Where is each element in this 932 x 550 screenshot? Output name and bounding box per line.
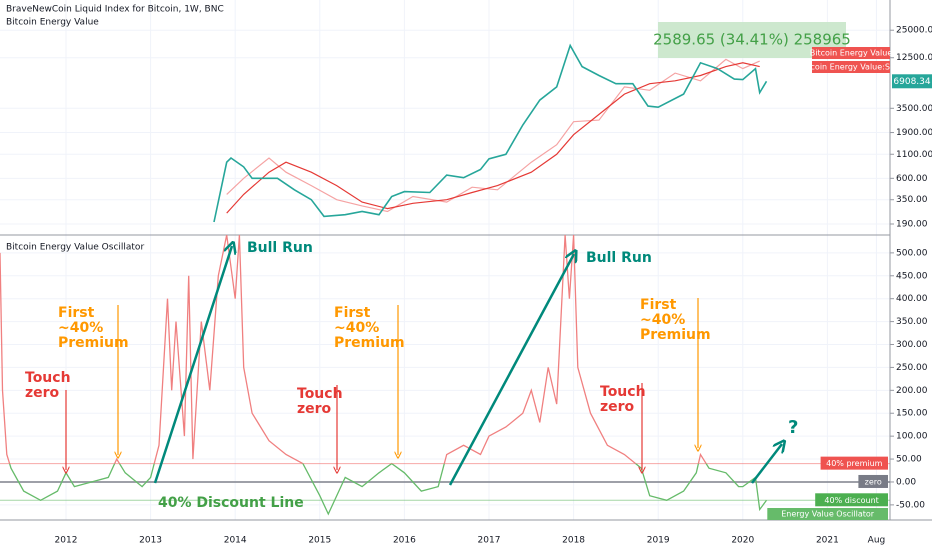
annotation: Bull Run: [247, 240, 313, 256]
series-line: [226, 58, 760, 213]
annotation: Premium: [58, 335, 129, 351]
y-tick-label: 150.00: [896, 409, 928, 419]
arrow: [448, 254, 574, 486]
legend-label-box: [767, 508, 888, 520]
annotation: Bull Run: [586, 250, 652, 266]
panel-title: Bitcoin Energy Value Oscillator: [6, 243, 144, 253]
y-tick-label: 350.00: [896, 195, 928, 205]
y-tick-label: 500.00: [896, 248, 928, 258]
measure-label: 2589.65 (34.41%) 258965: [653, 31, 851, 49]
arrow: [153, 246, 232, 484]
x-tick-label: 2018: [562, 536, 585, 546]
last-value-box: [892, 74, 932, 89]
y-tick-label: 12500.00: [896, 53, 932, 63]
y-tick-label: 600.00: [896, 174, 928, 184]
legend-label-box: [812, 47, 890, 59]
y-tick-label: 350.00: [896, 317, 928, 327]
annotation: ~40%: [58, 320, 103, 336]
x-tick-label: 2013: [139, 536, 162, 546]
hline-label: 40% discount: [824, 496, 878, 505]
y-tick-label: 300.00: [896, 340, 928, 350]
annotation: Touch: [297, 386, 343, 402]
y-tick-label: 450.00: [896, 271, 928, 281]
annotation: Touch: [600, 384, 646, 400]
series-line: [213, 43, 768, 223]
annotation: zero: [297, 401, 332, 417]
legend-label: Energy Value Oscillator: [781, 510, 875, 519]
chart-title: BraveNewCoin Liquid Index for Bitcoin, 1…: [6, 5, 224, 15]
annotation: First: [640, 297, 677, 313]
annotation: ~40%: [334, 320, 379, 336]
annotation: First: [58, 305, 95, 321]
y-tick-label: 50.00: [896, 455, 922, 465]
hline-label-box: [858, 474, 888, 488]
annotation: ~40%: [640, 312, 685, 328]
y-tick-label: 100.00: [896, 432, 928, 442]
x-tick-label: 2014: [224, 536, 247, 546]
price-plot: [213, 43, 768, 223]
y-tick-label: 190.00: [896, 219, 928, 229]
x-tick-label: 2016: [393, 536, 416, 546]
last-value-label: 6908.34: [893, 77, 930, 87]
x-tick-label: 2019: [647, 536, 670, 546]
annotation: zero: [25, 385, 60, 401]
y-tick-label: 1100.00: [896, 150, 932, 160]
x-tick-label: 2021: [816, 536, 839, 546]
annotation: Premium: [334, 335, 405, 351]
y-tick-label: 1900.00: [896, 128, 932, 138]
chart-subtitle: Bitcoin Energy Value: [6, 18, 99, 28]
series-line: [226, 62, 760, 214]
hline-label: zero: [865, 477, 882, 486]
hline-label: 40% premium: [826, 459, 883, 468]
hline-label-box: [815, 493, 888, 507]
annotation: Premium: [640, 327, 711, 343]
legend-label: Bitcoin Energy Value: [810, 49, 893, 58]
y-tick-label: 200.00: [896, 386, 928, 396]
annotation: ?: [788, 417, 798, 438]
annotation: zero: [600, 399, 635, 415]
x-tick-label: Aug: [868, 536, 886, 546]
legend-label-box: [812, 61, 890, 73]
y-tick-label: 250.00: [896, 363, 928, 373]
x-tick-label: 2015: [308, 536, 331, 546]
y-tick-label: 0.00: [896, 477, 916, 487]
annotation: First: [334, 305, 371, 321]
arrow: [751, 444, 782, 484]
y-tick-label: 400.00: [896, 294, 928, 304]
x-tick-label: 2017: [478, 536, 501, 546]
annotation: Touch: [25, 370, 71, 386]
x-tick-label: 2020: [731, 536, 754, 546]
annotation: 40% Discount Line: [158, 495, 304, 511]
x-tick-label: 2012: [55, 536, 78, 546]
y-tick-label: 3500.00: [896, 104, 932, 114]
legend-label: Bitcoin Energy Value:SMA: [800, 63, 903, 72]
y-tick-label: -50.00: [896, 500, 925, 510]
hline-label-box: [820, 456, 888, 470]
y-tick-label: 25000.00: [896, 26, 932, 36]
